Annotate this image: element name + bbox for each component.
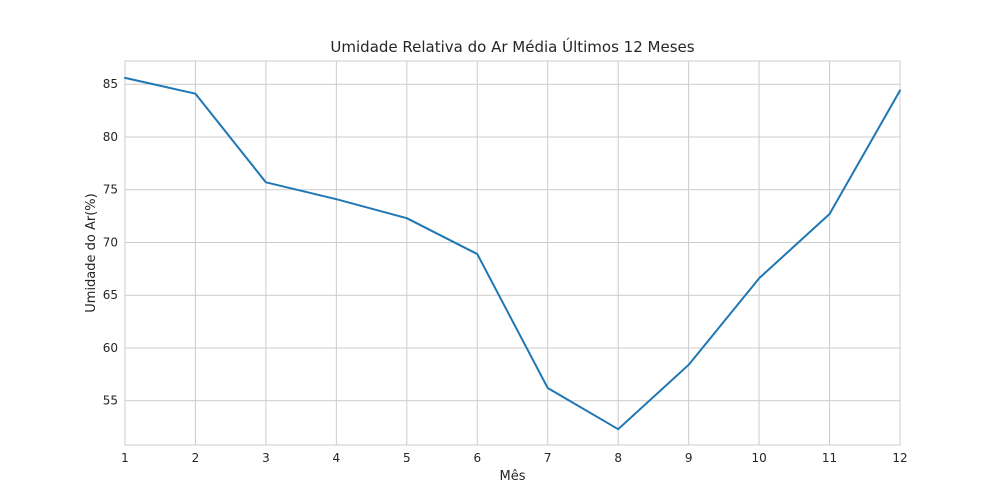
chart-title: Umidade Relativa do Ar Média Últimos 12 …	[330, 37, 694, 56]
series-layer	[124, 76, 901, 431]
x-tick-label: 11	[822, 451, 837, 465]
x-tick-label: 10	[751, 451, 766, 465]
x-tick-label: 5	[403, 451, 411, 465]
x-tick-label: 4	[333, 451, 341, 465]
x-gridlines	[124, 61, 901, 445]
y-tick-label: 80	[103, 130, 118, 144]
y-tick-labels: 55 60 65 70 75 80 85	[103, 77, 118, 407]
x-axis-label: Mês	[500, 469, 526, 484]
y-tick-label: 60	[103, 341, 118, 355]
x-tick-label: 6	[473, 451, 481, 465]
y-tick-label: 85	[103, 77, 118, 91]
y-tick-label: 70	[103, 235, 118, 249]
y-axis-label: Umidade do Ar(%)	[84, 193, 99, 312]
y-tick-label: 55	[103, 394, 118, 408]
y-gridlines	[125, 83, 900, 402]
x-tick-label: 1	[121, 451, 129, 465]
y-tick-label: 75	[103, 183, 118, 197]
x-tick-label: 3	[262, 451, 270, 465]
series-line	[124, 76, 901, 431]
x-tick-label: 9	[685, 451, 693, 465]
x-tick-label: 8	[614, 451, 622, 465]
x-tick-label: 2	[192, 451, 200, 465]
y-tick-label: 65	[103, 288, 118, 302]
x-tick-label: 12	[892, 451, 907, 465]
x-tick-label: 7	[544, 451, 552, 465]
plot-frame	[124, 60, 901, 446]
x-tick-labels: 1 2 3 4 5 6 7 8 9 10 11 12	[121, 451, 907, 465]
